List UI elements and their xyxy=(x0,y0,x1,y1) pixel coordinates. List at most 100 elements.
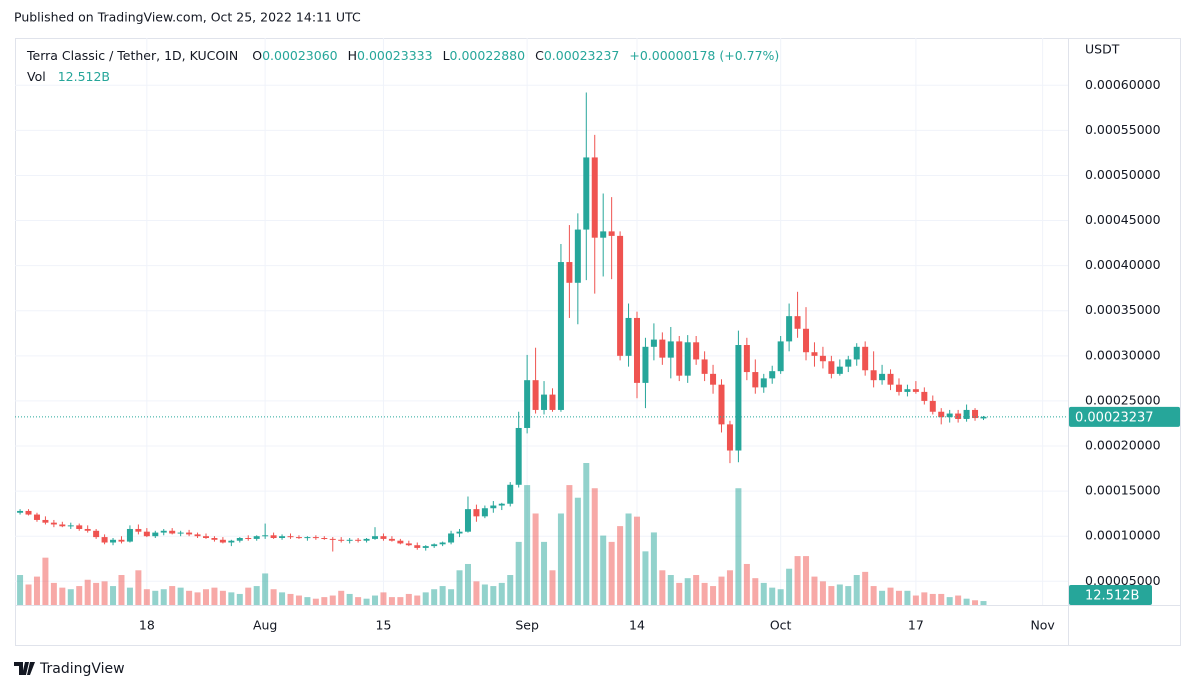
last-price-label: 0.00023237 xyxy=(1075,410,1154,425)
ohlc-value: 0.00023237 xyxy=(544,48,620,63)
candle-body xyxy=(380,536,387,539)
volume-bar xyxy=(405,593,412,605)
y-tick-label: 0.00010000 xyxy=(1085,528,1161,543)
volume-bar xyxy=(169,586,176,605)
volume-bar xyxy=(583,463,590,605)
volume-bar xyxy=(414,595,421,605)
volume-bar xyxy=(464,563,471,605)
volume-bar xyxy=(853,575,860,605)
volume-bar xyxy=(329,595,336,605)
ohlc-value: 0.00022880 xyxy=(450,48,526,63)
volume-bar xyxy=(236,593,243,605)
volume-bar xyxy=(726,570,733,605)
candle-body xyxy=(650,339,657,347)
volume-bar xyxy=(118,575,125,605)
candle-body xyxy=(101,537,108,543)
logo-icon xyxy=(14,662,35,675)
candle-body xyxy=(295,537,302,539)
ohlc-value: 0.00023333 xyxy=(357,48,433,63)
x-tick-label: Aug xyxy=(253,618,277,633)
candle-body xyxy=(532,380,539,410)
volume-bar xyxy=(312,598,319,605)
y-tick-label: 0.00040000 xyxy=(1085,257,1161,272)
volume-bar xyxy=(743,563,750,605)
volume-bar xyxy=(811,576,818,605)
volume-bar xyxy=(963,598,970,605)
candle-body xyxy=(769,371,776,379)
x-tick-label: 18 xyxy=(139,618,155,633)
candle-body xyxy=(245,537,252,539)
x-tick-label: Sep xyxy=(515,618,539,633)
volume-bar xyxy=(397,597,404,605)
volume-bar xyxy=(566,485,573,605)
candle-body xyxy=(414,545,421,548)
candle-body xyxy=(608,231,615,236)
candle-body xyxy=(405,543,412,546)
candle-body xyxy=(464,509,471,532)
candle-body xyxy=(33,514,40,520)
volume-bar xyxy=(439,586,446,605)
candle-body xyxy=(836,366,843,374)
candle-body xyxy=(912,389,919,392)
candle-body xyxy=(710,373,717,385)
candle-body xyxy=(363,538,370,541)
candle-body xyxy=(515,427,522,485)
candle-body xyxy=(287,536,294,538)
volume-bar xyxy=(262,573,269,605)
volume-bar xyxy=(380,592,387,605)
candle-body xyxy=(735,345,742,451)
ohlc-key: L xyxy=(443,48,450,63)
volume-bar xyxy=(870,586,877,605)
volume-bar xyxy=(532,513,539,605)
volume-key: Vol xyxy=(27,69,46,84)
candle-body xyxy=(118,539,125,542)
ohlc-key: C xyxy=(535,48,544,63)
candle-body xyxy=(219,539,226,543)
candle-body xyxy=(693,342,700,360)
volume-bar xyxy=(574,497,581,605)
ohlc-value: 0.00023060 xyxy=(262,48,338,63)
candle-body xyxy=(557,262,564,410)
volume-bar xyxy=(211,587,218,605)
volume-bar xyxy=(498,582,505,605)
volume-bar xyxy=(59,587,66,605)
volume-bar xyxy=(93,582,100,605)
volume-bar xyxy=(625,513,632,605)
volume-bar xyxy=(448,589,455,605)
volume-bar xyxy=(642,551,649,605)
candle-body xyxy=(50,522,57,525)
volume-bar xyxy=(659,570,666,605)
candle-body xyxy=(321,537,328,539)
candle-body xyxy=(642,346,649,383)
volume-bar xyxy=(836,584,843,605)
volume-bar xyxy=(608,541,615,605)
candle-body xyxy=(591,157,598,238)
candle-body xyxy=(617,235,624,356)
volume-bar xyxy=(667,575,674,605)
candle-body xyxy=(541,394,548,410)
candle-body xyxy=(676,341,683,376)
published-note: Published on TradingView.com, Oct 25, 20… xyxy=(14,10,361,25)
volume-bar xyxy=(50,582,57,605)
volume-bar xyxy=(938,593,945,605)
candle-body xyxy=(633,317,640,383)
candle-body xyxy=(143,531,150,537)
volume-bar xyxy=(557,513,564,605)
volume-bar xyxy=(279,592,286,605)
candle-body xyxy=(938,411,945,418)
candle-body xyxy=(456,531,463,534)
volume-bar xyxy=(67,589,74,605)
volume-bar xyxy=(490,586,497,605)
volume-bar xyxy=(33,576,40,605)
candle-body xyxy=(388,538,395,541)
volume-bar xyxy=(84,579,91,605)
candle-body xyxy=(490,505,497,509)
candle-body xyxy=(895,384,902,392)
y-tick-label: 0.00045000 xyxy=(1085,212,1161,227)
candle-body xyxy=(481,508,488,517)
volume-bar xyxy=(42,557,49,605)
candle-body xyxy=(726,424,733,451)
footer-brand: TradingView xyxy=(39,661,125,677)
